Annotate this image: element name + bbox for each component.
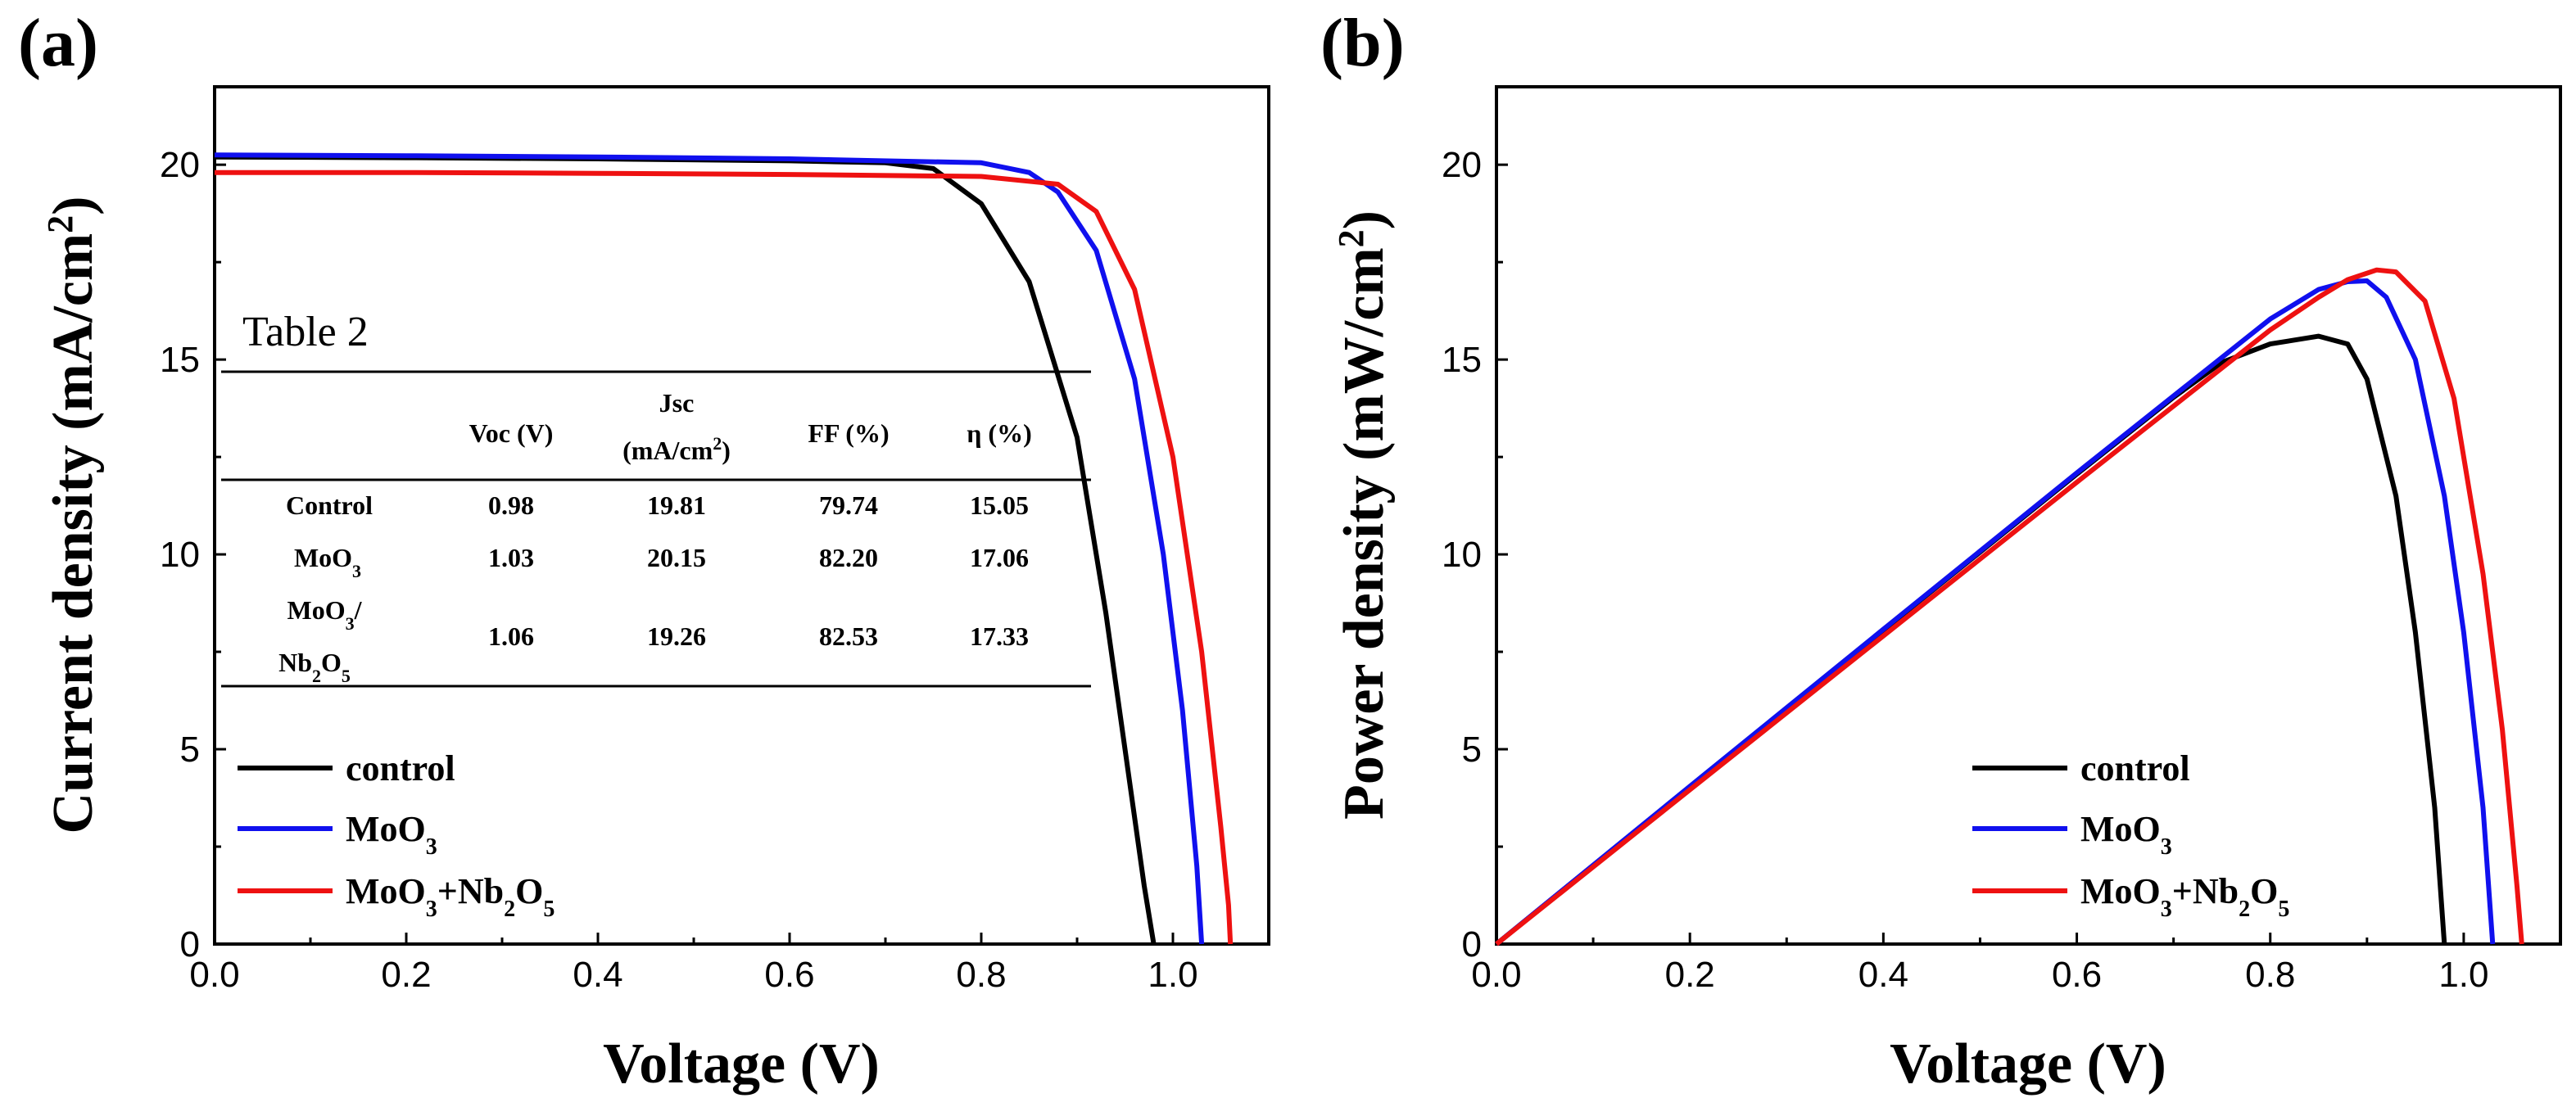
x-tick-label: 0.8 — [2245, 955, 2295, 995]
table-cell-jsc: 20.15 — [647, 543, 706, 572]
table-cell-eta: 17.33 — [970, 621, 1029, 651]
panel-letter-a: (a) — [18, 5, 98, 81]
table-row-label: MoO3 — [294, 543, 361, 581]
table-header-eta: η (%) — [967, 418, 1031, 448]
y-tick-label: 5 — [1462, 730, 1482, 770]
y-tick-label: 20 — [160, 145, 200, 185]
table-cell-voc: 0.98 — [488, 490, 534, 520]
y-axis-label-b: Power density (mW/cm2) — [1331, 210, 1397, 820]
table-row-label: MoO3/ — [287, 595, 363, 634]
series-line-moo3-nb2o5 — [1495, 267, 2524, 947]
legend-label-moo3: MoO3 — [346, 809, 437, 860]
x-axis-label-b: Voltage (V) — [1890, 1032, 2166, 1096]
table-header-ff: FF (%) — [808, 418, 889, 448]
table-cell-jsc: 19.81 — [647, 490, 706, 520]
legend-label-moo3-nb2o5: MoO3+Nb2O5 — [2080, 871, 2289, 922]
x-axis-label-a: Voltage (V) — [603, 1032, 880, 1096]
table-cell-eta: 17.06 — [970, 543, 1029, 572]
table-cell-ff: 82.20 — [819, 543, 878, 572]
x-tick-label: 1.0 — [1148, 955, 1197, 995]
table-cell-eta: 15.05 — [970, 490, 1029, 520]
y-axis-label-a: Current density (mA/cm2) — [40, 197, 106, 834]
x-tick-label: 0.8 — [956, 955, 1006, 995]
table-cell-jsc: 19.26 — [647, 621, 706, 651]
table-row-label-line2: Nb2O5 — [278, 648, 351, 686]
series-line-moo3 — [1495, 278, 2496, 947]
table-cell-voc: 1.06 — [488, 621, 534, 651]
table-cell-ff: 82.53 — [819, 621, 878, 651]
x-tick-label: 0.4 — [1858, 955, 1908, 995]
panel-letter-b: (b) — [1320, 5, 1405, 81]
y-tick-label: 10 — [1442, 535, 1482, 575]
legend-label-control: control — [2080, 748, 2190, 788]
x-tick-label: 0.0 — [189, 955, 239, 995]
y-tick-label: 15 — [1442, 340, 1482, 380]
y-tick-label: 0 — [180, 924, 200, 965]
series-line-moo3-nb2o5 — [215, 169, 1234, 945]
ticks-b: 0.0 0.2 0.4 0.6 0.8 1.0 0 5 10 15 20 — [1442, 145, 2488, 995]
y-tick-label: 10 — [160, 535, 200, 575]
table-row-label: Control — [286, 490, 373, 520]
table-header-jsc-unit: (mA/cm2) — [622, 433, 731, 466]
results-table: Table 2 Voc (V) Jsc (mA/cm2) FF (%) η (%… — [221, 309, 1091, 688]
jv-chart: 0.0 0.2 0.4 0.6 0.8 1.0 0 5 10 15 20 Voltage (V) C… — [40, 85, 1270, 1096]
table-caption: Table 2 — [242, 309, 369, 355]
x-tick-label: 0.0 — [1471, 955, 1521, 995]
x-tick-label: 1.0 — [2438, 955, 2488, 995]
x-tick-label: 0.2 — [381, 955, 431, 995]
series-b — [1495, 267, 2524, 947]
x-tick-label: 0.4 — [573, 955, 622, 995]
ticks-a: 0.0 0.2 0.4 0.6 0.8 1.0 0 5 10 15 20 — [160, 145, 1198, 995]
y-tick-label: 15 — [160, 340, 200, 380]
legend-label-moo3-nb2o5: MoO3+Nb2O5 — [346, 871, 555, 922]
legend-label-moo3: MoO3 — [2080, 809, 2172, 860]
y-tick-label: 0 — [1462, 924, 1482, 965]
plot-frame-a — [213, 85, 1270, 946]
y-tick-label: 20 — [1442, 145, 1482, 185]
y-tick-label: 5 — [180, 730, 200, 770]
series-line-moo3 — [214, 152, 1205, 945]
table-cell-ff: 79.74 — [819, 490, 878, 520]
legend-label-control: control — [346, 748, 455, 788]
table-header-jsc: Jsc — [659, 388, 695, 418]
x-tick-label: 0.6 — [2052, 955, 2102, 995]
x-tick-label: 0.2 — [1665, 955, 1715, 995]
power-chart: 0.0 0.2 0.4 0.6 0.8 1.0 0 5 10 15 20 Voltage (V) P… — [1331, 85, 2562, 1096]
plot-frame-b — [1495, 85, 2562, 946]
table-header-voc: Voc (V) — [469, 418, 554, 448]
series-a — [214, 152, 1234, 945]
x-tick-label: 0.6 — [764, 955, 814, 995]
series-line-control — [1495, 333, 2447, 947]
legend-b: control MoO3 MoO3+Nb2O5 — [1972, 748, 2289, 922]
legend-a: control MoO3 MoO3+Nb2O5 — [238, 748, 555, 922]
table-cell-voc: 1.03 — [488, 543, 534, 572]
